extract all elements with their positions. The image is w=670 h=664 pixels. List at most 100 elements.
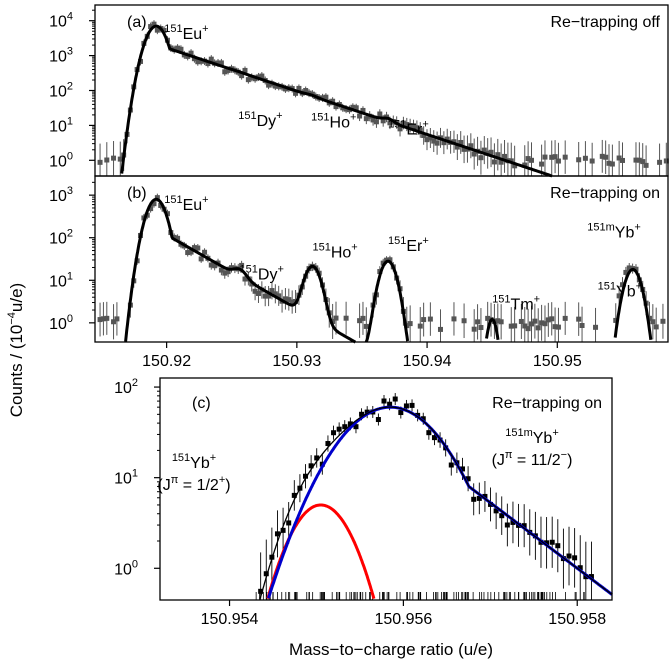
data-point xyxy=(308,463,314,469)
data-point xyxy=(242,67,248,73)
data-point xyxy=(191,245,197,251)
x-tick-label: 150.95 xyxy=(533,353,582,370)
data-point xyxy=(633,266,639,272)
data-point xyxy=(387,401,393,407)
x-tick-label: 150.93 xyxy=(272,353,321,370)
data-point xyxy=(493,508,499,514)
data-point xyxy=(198,58,204,64)
data-point xyxy=(303,473,309,479)
data-point xyxy=(653,324,659,330)
x-tick-label: 150.958 xyxy=(548,611,606,628)
data-point xyxy=(387,120,393,126)
data-point xyxy=(512,163,518,169)
data-point xyxy=(481,147,487,153)
data-point xyxy=(562,154,568,160)
data-point xyxy=(100,316,106,322)
data-point xyxy=(263,571,269,577)
peak-label-151ho: 151Ho+ xyxy=(311,112,356,132)
data-point xyxy=(387,257,393,263)
data-point xyxy=(398,410,404,416)
data-point xyxy=(178,46,184,52)
data-point xyxy=(222,69,228,75)
data-point xyxy=(148,206,154,212)
data-point xyxy=(154,27,160,33)
x-tick-label: 150.954 xyxy=(201,611,259,628)
data-point xyxy=(544,540,550,546)
data-point xyxy=(175,45,181,51)
data-point xyxy=(407,123,413,129)
data-point xyxy=(504,522,510,528)
panel-a: 100 101 102 103 104 (a) Re−trapping off 151Eu+ 1… xyxy=(49,4,669,178)
panel-label: (c) xyxy=(192,395,211,412)
data-point xyxy=(353,105,359,111)
data-point xyxy=(104,157,110,163)
data-point xyxy=(97,159,103,165)
panel-c: 100 101 102 150.954 150.956 150.958 (c) Re−trap… xyxy=(114,377,613,628)
data-point xyxy=(276,293,282,299)
data-point xyxy=(562,315,568,321)
data-point xyxy=(542,154,548,160)
y-tick-label: 101 xyxy=(114,468,138,488)
data-point xyxy=(471,326,477,332)
data-point xyxy=(350,104,356,110)
data-point xyxy=(218,60,224,66)
data-point xyxy=(431,138,437,144)
data-point xyxy=(404,122,410,128)
data-point xyxy=(392,396,398,402)
data-point xyxy=(583,574,589,580)
data-point xyxy=(566,553,572,559)
data-point xyxy=(640,159,646,165)
data-point xyxy=(359,411,365,417)
data-point xyxy=(291,492,297,498)
data-point xyxy=(549,154,555,160)
condition-label: Re−trapping on xyxy=(550,185,660,202)
data-point xyxy=(468,143,474,149)
data-point xyxy=(403,403,409,409)
condition-label: Re−trapping off xyxy=(550,14,660,31)
data-point xyxy=(555,324,561,330)
peak-label-151yb: 151Yb+ xyxy=(598,281,642,301)
data-point xyxy=(286,520,292,526)
data-point xyxy=(599,153,605,159)
data-point xyxy=(397,126,403,132)
data-point xyxy=(258,588,264,594)
data-point xyxy=(282,86,288,92)
data-point xyxy=(407,321,413,327)
data-point xyxy=(623,269,629,275)
yb151-label-nuclide: 151Yb+ xyxy=(172,452,216,472)
data-point xyxy=(461,318,467,324)
data-point xyxy=(549,539,555,545)
data-point xyxy=(459,466,465,472)
data-point xyxy=(525,156,531,162)
data-point xyxy=(576,316,582,322)
data-point xyxy=(262,293,268,299)
data-point xyxy=(451,139,457,145)
data-point xyxy=(454,144,460,150)
data-point xyxy=(208,56,214,62)
data-point xyxy=(353,424,359,430)
data-point xyxy=(364,409,370,415)
data-point xyxy=(185,250,191,256)
data-point xyxy=(424,137,430,143)
data-point xyxy=(555,543,561,549)
data-point xyxy=(282,296,288,302)
data-point xyxy=(657,159,663,165)
data-point xyxy=(205,61,211,67)
panel-b: 100 101 102 103 150.92 150.93 150.94 150.95 (b) R… xyxy=(49,175,669,370)
data-point xyxy=(508,323,514,329)
data-point xyxy=(343,106,349,112)
data-point xyxy=(482,493,488,499)
x-tick-label: 150.92 xyxy=(142,353,191,370)
x-axis-title: Mass−to−charge ratio (u/e) xyxy=(289,640,493,659)
data-point xyxy=(495,318,501,324)
data-point xyxy=(363,323,369,329)
data-point xyxy=(421,132,427,138)
y-tick-label: 103 xyxy=(49,46,73,66)
data-point xyxy=(420,416,426,422)
data-point xyxy=(552,154,558,160)
data-point xyxy=(572,555,578,561)
data-point xyxy=(603,154,609,160)
data-point xyxy=(323,94,329,100)
data-point xyxy=(498,159,504,165)
data-point xyxy=(249,281,255,287)
